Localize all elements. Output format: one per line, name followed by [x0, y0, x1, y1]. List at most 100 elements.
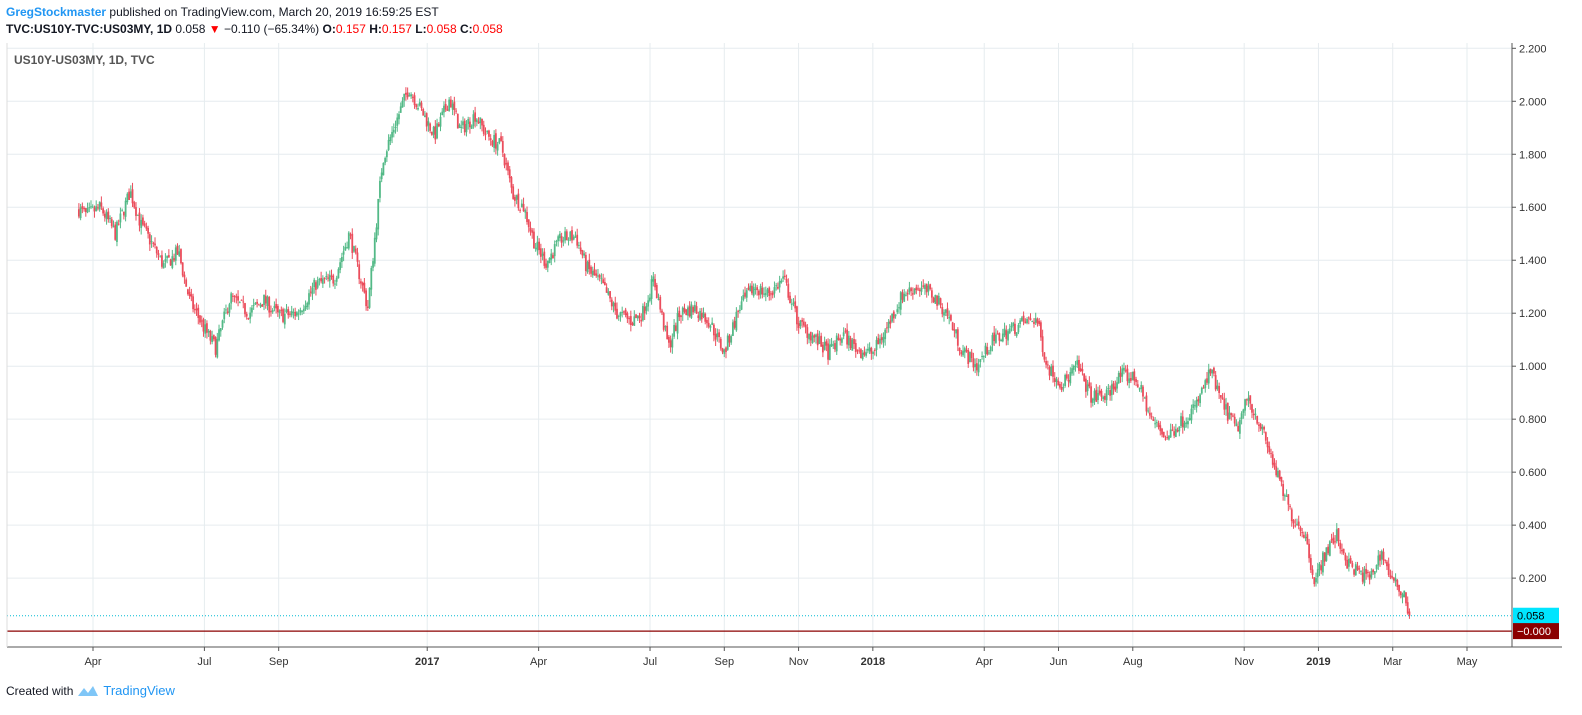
candle-body	[1330, 539, 1333, 541]
candle-body	[1268, 446, 1271, 453]
candle-body	[844, 330, 847, 332]
candle-body	[508, 169, 511, 179]
candle-body	[1150, 416, 1153, 418]
candlestick-chart[interactable]: 0.058 −0.000 0.200 0.400 0.600 0.800 1.000 1.2…	[0, 0, 1582, 680]
candle-body	[422, 108, 425, 116]
x-tick-label: May	[1457, 656, 1478, 668]
candle-body	[1064, 374, 1067, 386]
candle-body	[154, 243, 156, 246]
candle-body	[886, 327, 888, 329]
candle-body	[325, 276, 328, 278]
candle-body	[1337, 528, 1340, 542]
candle-body	[451, 103, 454, 110]
candle-body	[761, 287, 764, 295]
candle-body	[403, 93, 406, 101]
candle-body	[996, 333, 999, 335]
candle-body	[1104, 395, 1106, 400]
candle-body	[1342, 548, 1345, 554]
candle-body	[756, 287, 759, 291]
candle-body	[1176, 430, 1179, 432]
candle-body	[709, 325, 712, 328]
candle-body	[1264, 432, 1267, 441]
candle-body	[837, 337, 840, 340]
candle-body	[685, 309, 688, 315]
candle-body	[605, 287, 608, 293]
candle-body	[299, 309, 302, 313]
candle-body	[911, 293, 914, 295]
close-label: C:	[460, 22, 473, 36]
candle-body	[463, 120, 466, 133]
candle-body	[1079, 368, 1082, 371]
candle-body	[363, 282, 366, 293]
candle-body	[896, 309, 899, 313]
candle-body	[133, 202, 136, 208]
candle-body	[830, 343, 833, 347]
candle-body	[661, 310, 663, 313]
candle-body	[645, 305, 648, 311]
candle-body	[764, 293, 767, 296]
candle-body	[266, 296, 269, 307]
candle-body	[562, 240, 565, 242]
candle-body	[477, 121, 480, 124]
y-tick-label: 0.600	[1519, 467, 1547, 479]
candle-body	[944, 309, 947, 313]
candle-body	[1097, 392, 1099, 400]
candle-body	[489, 138, 492, 141]
candle-body	[706, 319, 708, 324]
candle-body	[411, 96, 414, 98]
candle-body	[678, 310, 681, 318]
candle-body	[1188, 418, 1191, 420]
candle-body	[1394, 578, 1397, 582]
candle-body	[782, 276, 784, 279]
candle-body	[557, 236, 560, 242]
candle-body	[847, 335, 850, 346]
candle-body	[823, 341, 826, 350]
candle-body	[361, 282, 364, 286]
candle-body	[1029, 318, 1032, 320]
candle-body	[1017, 324, 1020, 333]
symbol-name: TVC:US10Y-TVC:US03MY, 1D	[6, 22, 173, 36]
candle-body	[209, 331, 212, 341]
candle-body	[1341, 549, 1343, 552]
candle-body	[396, 117, 399, 126]
candle-body	[977, 364, 980, 373]
x-tick-label: Apr	[84, 656, 101, 668]
candle-body	[1308, 543, 1310, 559]
candle-body	[766, 289, 769, 294]
candle-body	[223, 311, 226, 320]
candle-body	[373, 237, 376, 264]
candle-body	[398, 114, 400, 120]
candle-body	[1197, 398, 1200, 402]
candle-body	[251, 307, 253, 313]
candle-body	[740, 301, 743, 310]
chart-title: US10Y-US03MY, 1D, TVC	[14, 53, 155, 67]
candle-body	[430, 131, 433, 135]
candle-body	[536, 241, 539, 251]
candle-body	[1368, 574, 1371, 580]
candle-body	[1233, 416, 1236, 424]
plot-area	[7, 43, 1512, 647]
candle-body	[879, 338, 881, 344]
candle-body	[1360, 570, 1362, 572]
candle-body	[401, 100, 404, 108]
candle-body	[83, 207, 85, 210]
candle-body	[726, 335, 729, 350]
y-tick-label: 1.600	[1519, 202, 1547, 214]
candle-body	[527, 219, 530, 228]
candle-body	[472, 114, 475, 127]
candle-body	[1119, 372, 1122, 377]
candle-body	[199, 315, 201, 323]
candle-body	[167, 255, 170, 258]
candle-body	[777, 286, 779, 289]
candle-body	[626, 313, 629, 319]
candle-body	[624, 309, 627, 315]
change-value: −0.110 (−65.34%)	[224, 22, 320, 36]
candle-body	[315, 282, 317, 290]
candle-body	[699, 310, 701, 320]
tradingview-link[interactable]: TradingView	[103, 683, 175, 698]
author-link[interactable]: GregStockmaster	[6, 5, 107, 19]
created-with-text: Created with	[6, 684, 74, 698]
candle-body	[280, 309, 283, 311]
candle-body	[1316, 569, 1319, 578]
candle-body	[1112, 383, 1115, 389]
